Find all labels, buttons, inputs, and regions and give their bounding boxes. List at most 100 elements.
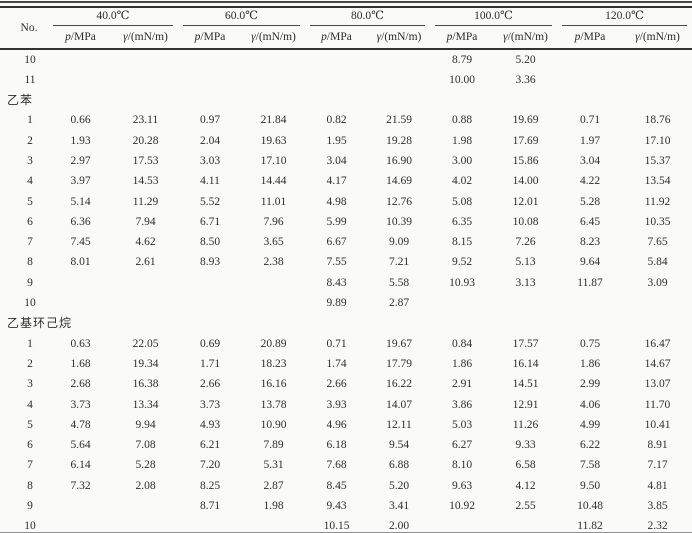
value-cell: 0.69 [199, 337, 221, 350]
value-cell: 16.90 [386, 154, 412, 167]
value-cell: 14.07 [386, 398, 412, 411]
value-cell: 17.69 [512, 134, 539, 147]
value-cell: 9.94 [135, 418, 156, 431]
table-row: 10 8.79 5.20 [0, 49, 692, 70]
table-header: No. 40.0℃ 60.0℃ 80.0℃ 100.0℃ 120.0℃ p/MP… [0, 7, 692, 50]
value-cell: 3.65 [263, 236, 284, 249]
row-number: 5 [27, 195, 33, 208]
value-cell: 8.43 [326, 276, 347, 289]
temp-label: 80.0℃ [310, 8, 425, 26]
pressure-column-header: p/MPa [430, 25, 494, 50]
value-cell: 8.45 [326, 479, 347, 492]
value-cell: 7.17 [647, 459, 668, 472]
value-cell: 13.54 [644, 175, 671, 188]
value-cell: 5.14 [70, 195, 91, 208]
value-cell: 20.89 [260, 337, 287, 350]
value-cell: 5.31 [263, 459, 284, 472]
value-cell: 3.13 [515, 276, 536, 289]
value-cell: 14.00 [512, 175, 539, 188]
value-cell: 11.01 [260, 195, 287, 208]
value-cell: 1.68 [70, 357, 91, 370]
value-cell [178, 70, 242, 90]
table-row: 6 5.64 7.08 6.21 7.89 6.18 9.54 6.27 9.33 6.22 8.9… [0, 435, 692, 455]
value-cell: 2.87 [388, 297, 410, 310]
value-cell: 10.90 [260, 418, 287, 431]
row-number: 1 [27, 337, 33, 350]
value-cell: 19.34 [132, 357, 159, 370]
value-cell: 5.64 [70, 439, 91, 452]
value-cell: 8.79 [451, 53, 473, 66]
value-cell: 1.98 [451, 134, 473, 147]
value-cell [494, 516, 557, 533]
row-number: 6 [27, 439, 33, 452]
value-cell: 10.39 [386, 215, 412, 228]
pressure-symbol: p [446, 30, 453, 43]
table-row: 8 8.01 2.61 8.93 2.38 7.55 7.21 9.52 5.13 9.64 5.8… [0, 252, 692, 272]
no-column-header: No. [0, 7, 48, 50]
value-cell: 0.66 [70, 114, 91, 127]
value-cell: 11.70 [644, 398, 671, 411]
value-cell [305, 49, 368, 70]
value-cell: 8.23 [579, 236, 601, 249]
table-row: 8 7.32 2.08 8.25 2.87 8.45 5.20 9.63 4.12 9.50 4.8… [0, 476, 692, 496]
pressure-symbol: p [194, 30, 201, 43]
value-cell: 9.50 [579, 479, 601, 492]
value-cell: 6.36 [70, 215, 91, 228]
value-cell: 14.53 [132, 175, 159, 188]
value-cell [557, 70, 623, 90]
data-table: No. 40.0℃ 60.0℃ 80.0℃ 100.0℃ 120.0℃ p/MP… [0, 7, 692, 533]
value-cell: 4.11 [200, 175, 220, 188]
value-cell: 2.00 [388, 520, 410, 533]
tension-unit: /(mN/m) [507, 30, 548, 43]
value-cell [178, 49, 242, 70]
value-cell: 4.93 [199, 418, 221, 431]
value-cell: 7.08 [135, 439, 156, 452]
value-cell: 0.88 [451, 114, 473, 127]
pressure-unit: /MPa [200, 30, 226, 43]
row-number: 1 [27, 114, 33, 127]
value-cell: 0.71 [326, 337, 347, 350]
value-cell: 6.88 [388, 459, 410, 472]
value-cell: 10.35 [644, 215, 671, 228]
value-cell: 5.52 [199, 195, 221, 208]
table-row: 2 1.68 19.34 1.71 18.23 1.74 17.79 1.86 16.14 1.8… [0, 354, 692, 374]
value-cell: 3.86 [451, 398, 473, 411]
pressure-column-header: p/MPa [178, 25, 242, 50]
value-cell: 9.63 [451, 479, 473, 492]
value-cell [430, 516, 494, 533]
gamma-symbol: γ [251, 30, 256, 43]
value-cell [113, 70, 178, 90]
value-cell [113, 273, 178, 293]
value-cell: 0.82 [326, 114, 347, 127]
value-cell: 12.76 [386, 195, 412, 208]
pressure-column-header: p/MPa [305, 25, 368, 50]
value-cell: 7.26 [515, 236, 536, 249]
value-cell: 0.75 [579, 337, 601, 350]
row-number: 3 [27, 154, 33, 167]
value-cell: 7.58 [579, 459, 601, 472]
subcolumn-header-row: p/MPa γ/(mN/m) p/MPa γ/(mN/m) p/MPa γ/(m… [0, 25, 692, 50]
row-number: 9 [27, 276, 33, 289]
bottom-rule [0, 531, 692, 533]
pressure-column-header: p/MPa [557, 25, 623, 50]
pressure-symbol: p [321, 30, 327, 43]
row-number: 11 [24, 73, 36, 86]
row-number: 4 [27, 175, 33, 188]
value-cell: 4.81 [647, 479, 668, 492]
value-cell: 10.48 [577, 500, 603, 513]
gamma-symbol: γ [635, 30, 640, 43]
value-cell [242, 273, 305, 293]
value-cell: 2.66 [199, 378, 221, 391]
value-cell [242, 516, 305, 533]
value-cell: 16.22 [386, 378, 412, 391]
value-cell [368, 49, 430, 70]
value-cell [557, 49, 623, 70]
pressure-symbol: p [65, 30, 71, 43]
table-row: 1 0.63 22.05 0.69 20.89 0.71 19.67 0.84 17.57 0.7… [0, 334, 692, 354]
value-cell: 16.14 [512, 357, 539, 370]
value-cell: 2.38 [263, 256, 284, 269]
value-cell: 1.93 [70, 134, 91, 147]
table-row: 1 0.66 23.11 0.97 21.84 0.82 21.59 0.88 19.69 0.7… [0, 110, 692, 130]
value-cell: 14.67 [644, 357, 671, 370]
value-cell: 4.12 [515, 479, 536, 492]
